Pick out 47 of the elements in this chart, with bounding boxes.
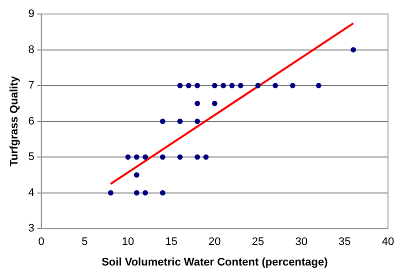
y-tick-label: 8 [28,44,34,56]
point [108,190,114,196]
point [194,100,200,106]
point [212,82,218,88]
point [125,154,131,160]
point [177,82,183,88]
point [290,82,296,88]
point [316,82,322,88]
point [194,118,200,124]
y-axis-title: Turfgrass Quality [8,75,21,166]
x-tick-label: 10 [122,236,134,248]
point [229,82,235,88]
point [177,118,183,124]
point [212,100,218,106]
x-tick-label: 5 [82,236,88,248]
point [272,82,278,88]
point [134,154,140,160]
point [203,154,209,160]
point [255,82,261,88]
x-tick-label: 15 [165,236,178,248]
x-axis-title: Soil Volumetric Water Content (percentage) [102,256,328,268]
point [177,154,183,160]
x-tick-label: 40 [382,236,394,248]
point [142,190,148,196]
y-tick-label: 4 [28,186,34,199]
x-tick-label: 35 [338,236,351,248]
point [142,154,148,160]
point [186,82,192,88]
point [194,154,200,160]
y-tick-label: 5 [28,151,34,164]
point [160,154,166,160]
point [194,82,200,88]
y-tick-label: 9 [28,8,34,20]
y-tick-label: 7 [28,80,34,92]
point [160,190,166,196]
x-tick-label: 20 [208,236,221,248]
y-tick-label: 6 [28,115,34,128]
point [134,190,140,196]
x-tick-label: 25 [252,236,264,248]
point [160,118,166,124]
point [350,47,356,52]
x-tick-label: 0 [38,236,44,248]
point [220,82,226,88]
y-tick-label: 3 [28,222,34,235]
point [134,172,140,178]
point [238,82,244,88]
x-tick-label: 30 [295,236,308,248]
